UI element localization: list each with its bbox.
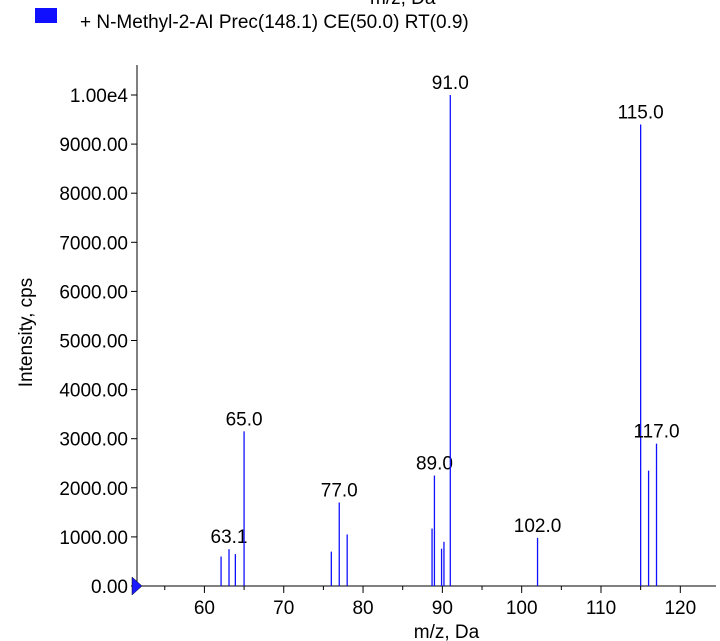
y-tick-label: 1000.00 [59,528,128,549]
y-tick-label: 6000.00 [59,282,128,303]
peak-label: 77.0 [321,481,358,502]
x-tick-label: 70 [273,598,294,619]
peak-label: 115.0 [618,102,664,123]
peak-label: 102.0 [514,516,562,537]
x-tick-label: 60 [194,598,215,619]
y-tick-label: 5000.00 [59,332,128,353]
x-axis-title: m/z, Da [414,622,480,641]
y-tick-label: 3000.00 [59,430,128,451]
legend: + N-Methyl-2-AI Prec(148.1) CE(50.0) RT(… [0,0,720,60]
y-tick-label: 7000.00 [59,233,128,254]
x-tick-label: 100 [506,598,538,619]
peak-label: 63.1 [211,527,248,548]
peak-label: 117.0 [633,422,679,443]
y-tick-label: 4000.00 [59,381,128,402]
x-tick-label: 90 [432,598,453,619]
clipped-x-axis-label: m/z, Da [370,0,435,10]
x-tick-label: 120 [664,598,696,619]
y-tick-label: 9000.00 [59,135,128,156]
peak-label: 91.0 [432,73,469,94]
x-tick-label: 80 [352,598,373,619]
legend-label: + N-Methyl-2-AI Prec(148.1) CE(50.0) RT(… [80,12,469,33]
y-tick-label: 1.00e4 [70,86,129,107]
baseline-marker [131,576,143,596]
legend-swatch [35,8,57,23]
y-tick-label: 0.00 [91,577,128,598]
y-axis-title: Intensity, cps [16,278,37,387]
y-tick-label: 2000.00 [59,479,128,500]
x-tick-label: 110 [586,598,616,619]
peak-label: 65.0 [226,409,263,430]
peak-label: 89.0 [416,454,453,475]
y-tick-label: 8000.00 [59,184,128,205]
